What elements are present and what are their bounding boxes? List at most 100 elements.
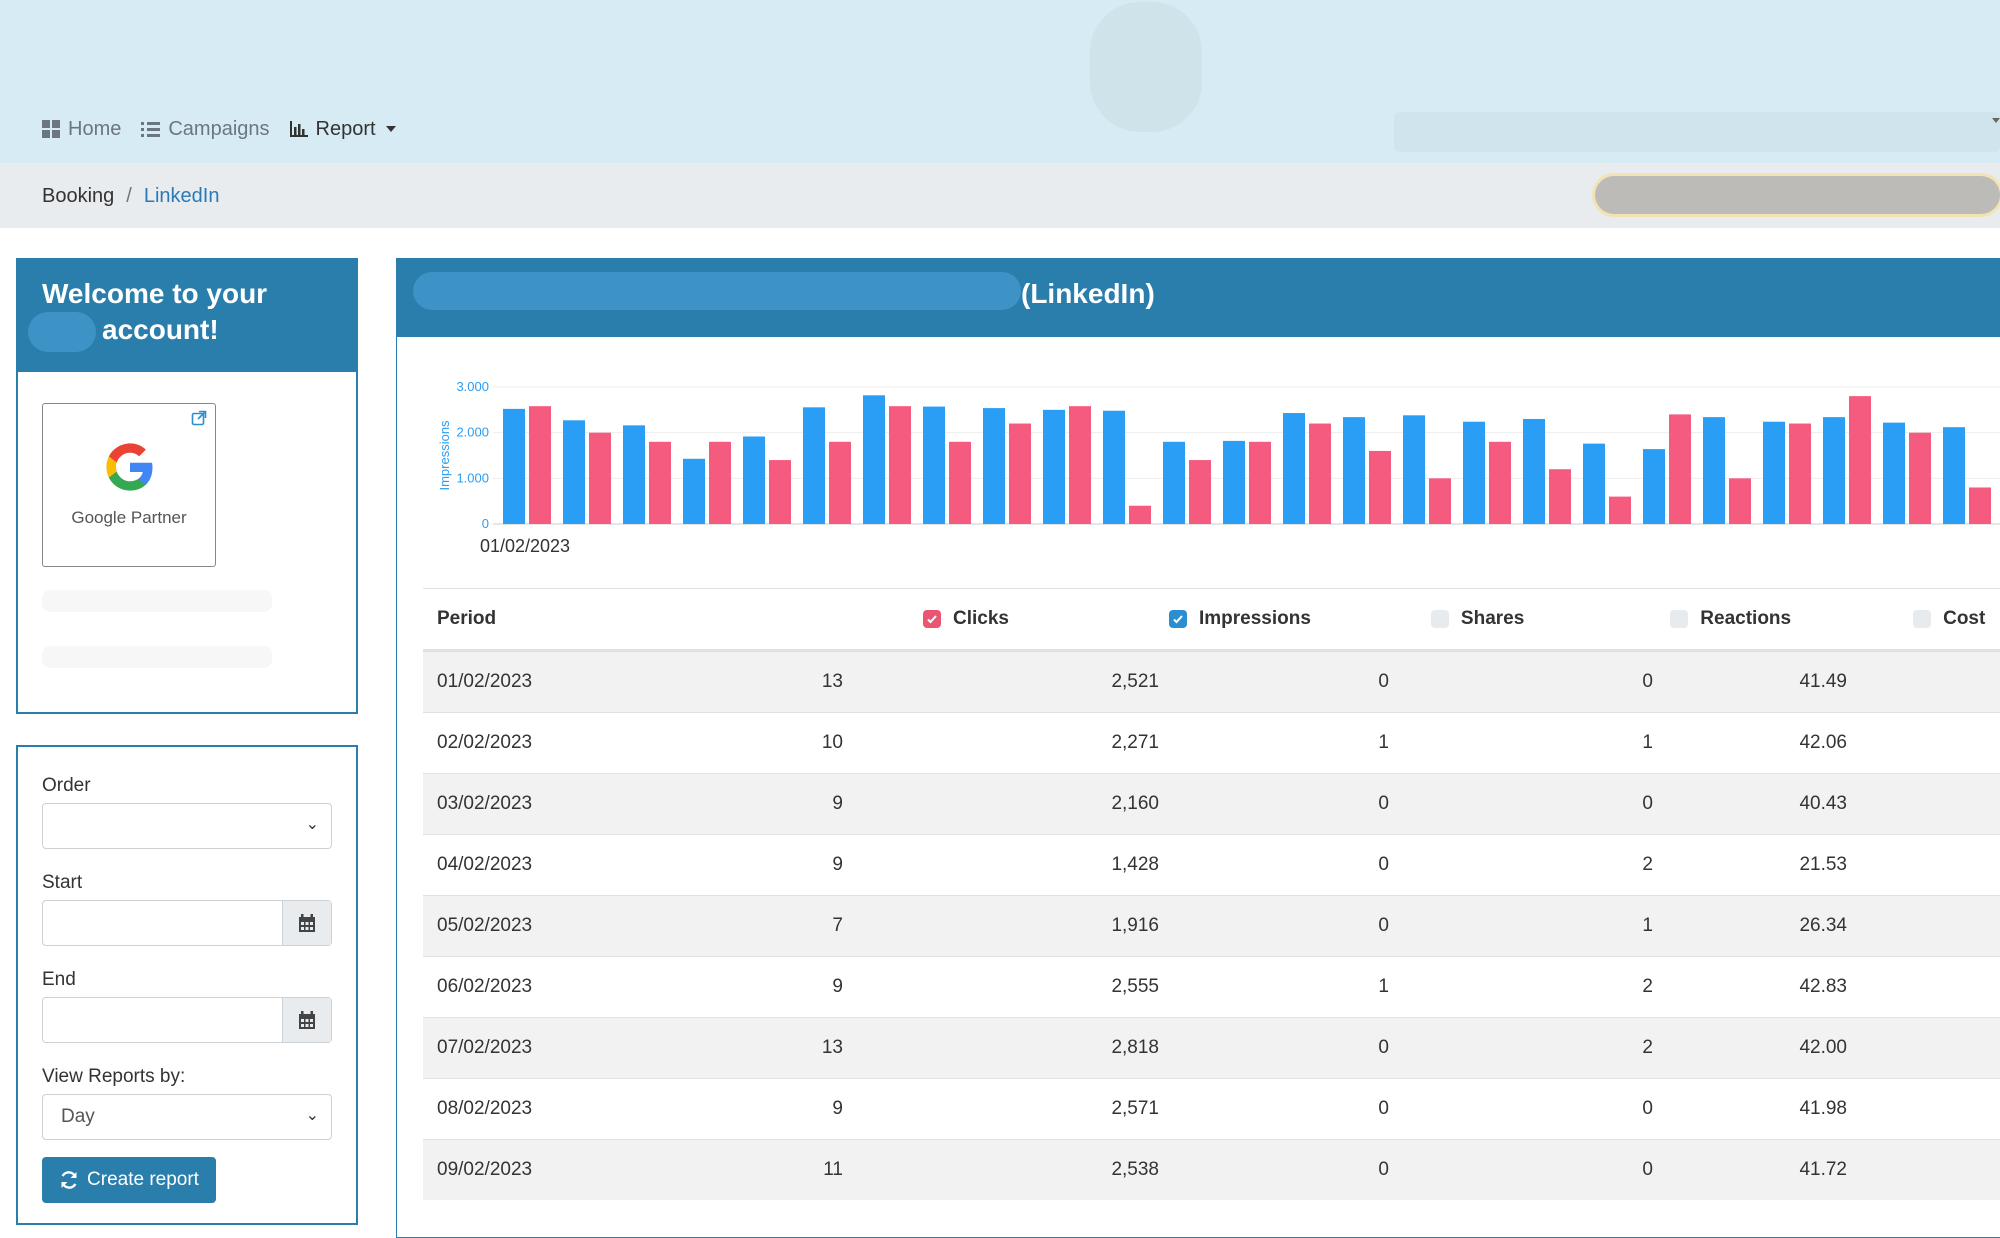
nav-campaigns[interactable]: Campaigns (139, 108, 281, 154)
chevron-down-icon: ⌄ (305, 816, 319, 833)
google-logo-icon (106, 443, 153, 491)
create-report-button[interactable]: Create report (42, 1157, 216, 1203)
cell-clicks: 9 (832, 1098, 843, 1119)
y-tick-label: 1.000 (456, 470, 489, 485)
report-filter-form: Order ⌄ Start End View Reports by: Day (16, 745, 358, 1225)
cell-reactions: 2 (1642, 976, 1653, 997)
cell-clicks: 13 (821, 1037, 843, 1058)
bar-impressions (1643, 449, 1665, 524)
cell-shares: 1 (1378, 732, 1389, 753)
cell-cost: 40.43 (1799, 793, 1847, 814)
cell-period: 09/02/2023 (437, 1159, 533, 1180)
bar-clicks (709, 441, 731, 524)
bar-clicks (1429, 478, 1451, 524)
checkbox-checked-icon[interactable] (923, 610, 941, 628)
bar-clicks (769, 460, 791, 524)
checkbox-checked-icon[interactable] (1168, 610, 1187, 628)
cell-cost: 42.00 (1799, 1037, 1847, 1058)
cell-shares: 1 (1378, 976, 1389, 997)
top-navbar: Home Campaigns Report (0, 0, 2000, 168)
calendar-button[interactable] (282, 998, 331, 1042)
refresh-icon (61, 1171, 77, 1189)
cell-reactions: 1 (1642, 732, 1653, 753)
bar-impressions (923, 406, 945, 524)
bar-chart-icon (289, 121, 308, 137)
checkbox-unchecked-icon[interactable] (1913, 610, 1932, 628)
bar-impressions (563, 420, 585, 524)
header-shares-label: Shares (1460, 608, 1525, 629)
nav-home-label: Home (68, 117, 122, 140)
cell-period: 08/02/2023 (437, 1098, 533, 1119)
bar-clicks (1729, 478, 1751, 524)
cell-reactions: 2 (1642, 854, 1653, 875)
cell-period: 04/02/2023 (437, 854, 533, 875)
bar-clicks (1189, 460, 1211, 524)
bar-clicks (1009, 423, 1031, 524)
table-row: 04/02/2023 9 1,428 0 2 21.53 (423, 834, 2000, 895)
blurred-user-area (1394, 112, 2000, 152)
table-row: 08/02/2023 9 2,571 0 0 41.98 (423, 1078, 2000, 1139)
bar-impressions (1943, 427, 1965, 524)
breadcrumb-item-booking[interactable]: Booking (42, 185, 115, 207)
bar-impressions (1163, 441, 1185, 524)
order-select[interactable]: ⌄ (42, 803, 332, 849)
checkbox-unchecked-icon[interactable] (1670, 610, 1689, 628)
google-partner-badge[interactable]: Google Partner (42, 403, 216, 567)
bar-clicks (529, 406, 551, 524)
impressions-clicks-chart: 3.000 2.000 1.000 0 Impressions 01/02/2023 (437, 379, 2000, 556)
header-clicks-label: Clicks (953, 608, 1009, 629)
chevron-down-icon (385, 126, 396, 132)
nav-campaigns-label: Campaigns (168, 117, 270, 140)
x-tick-label: 01/02/2023 (480, 536, 570, 556)
cell-cost: 41.49 (1799, 671, 1847, 692)
bar-impressions (1583, 443, 1605, 524)
blurred-logo (1090, 2, 1202, 132)
table-row: 03/02/2023 9 2,160 0 0 40.43 (423, 773, 2000, 834)
header-clicks[interactable]: Clicks (591, 608, 1009, 630)
bar-impressions (1223, 440, 1245, 524)
report-header: (LinkedIn) (397, 259, 2000, 337)
list-icon (141, 121, 161, 137)
blurred-text (42, 646, 272, 668)
header-reactions[interactable]: Reactions (1670, 608, 1791, 630)
bar-clicks (1369, 450, 1391, 524)
nav-report[interactable]: Report (277, 108, 408, 168)
cell-impressions: 2,538 (1111, 1159, 1159, 1180)
bar-clicks (649, 441, 671, 524)
bar-impressions (1763, 421, 1785, 524)
checkbox-unchecked-icon[interactable] (1430, 610, 1449, 628)
cell-shares: 0 (1378, 915, 1389, 936)
cell-impressions: 1,428 (1111, 854, 1159, 875)
cell-cost: 41.98 (1799, 1098, 1847, 1119)
calendar-button[interactable] (282, 901, 331, 945)
bar-impressions (683, 458, 705, 524)
bar-clicks (1249, 441, 1271, 524)
bar-clicks (589, 432, 611, 524)
header-impressions[interactable]: Impressions (1168, 608, 1311, 630)
bar-impressions (1823, 417, 1845, 524)
user-menu-caret-icon[interactable] (1992, 118, 2000, 123)
cell-impressions: 2,818 (1111, 1037, 1159, 1058)
start-date-input[interactable] (42, 900, 332, 946)
report-table: Period Clicks Impressions Shares Reactio… (423, 588, 2000, 1200)
view-by-label: View Reports by: (42, 1066, 186, 1087)
bar-impressions (1343, 417, 1365, 524)
end-date-input[interactable] (42, 997, 332, 1043)
main-nav: Home Campaigns Report (40, 108, 414, 168)
bar-clicks (1849, 396, 1871, 524)
nav-report-label: Report (315, 117, 376, 140)
header-reactions-label: Reactions (1700, 608, 1792, 629)
bar-impressions (1403, 415, 1425, 524)
nav-home[interactable]: Home (40, 108, 133, 154)
bar-impressions (743, 436, 765, 524)
bar-impressions (1043, 409, 1065, 524)
bar-clicks (1669, 414, 1691, 524)
blurred-username (28, 312, 96, 352)
cell-shares: 0 (1378, 1159, 1389, 1180)
header-shares[interactable]: Shares (1430, 608, 1525, 630)
header-cost[interactable]: Cost (1913, 608, 1985, 630)
welcome-line2: account! (102, 314, 219, 345)
bar-clicks (1789, 423, 1811, 524)
cell-cost: 21.53 (1799, 854, 1847, 875)
view-by-select[interactable]: Day ⌄ (42, 1094, 332, 1140)
